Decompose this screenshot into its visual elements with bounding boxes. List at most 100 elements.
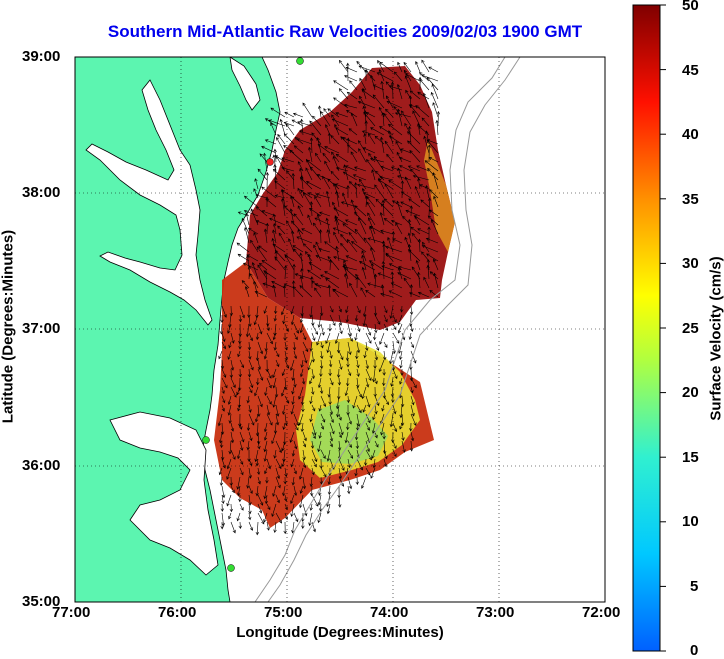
velocity-arrow [245,323,250,338]
velocity-arrow [248,413,255,426]
velocity-arrow [400,395,405,408]
velocity-arrow [338,359,343,370]
velocity-arrow [319,368,323,377]
velocity-arrow [384,140,394,154]
velocity-arrow [239,440,244,451]
velocity-arrow [251,262,259,280]
velocity-arrow [349,282,358,298]
velocity-arrow [343,75,358,82]
velocity-arrow [344,386,349,397]
velocity-arrow [274,250,286,262]
velocity-arrow [383,112,394,127]
velocity-arrow [435,119,439,136]
velocity-arrow [400,368,404,376]
velocity-arrow [335,112,349,118]
velocity-arrow [384,183,394,199]
velocity-arrow [291,172,295,190]
velocity-arrow [292,112,304,118]
velocity-arrow [257,476,261,485]
velocity-arrow [354,431,359,441]
velocity-arrow [264,341,268,352]
velocity-arrow [294,136,304,145]
velocity-arrow [346,239,358,253]
velocity-arrow [356,359,360,369]
velocity-arrow [290,230,295,244]
velocity-arrow [300,268,304,280]
velocity-arrow [272,213,277,226]
velocity-arrow [317,314,322,328]
velocity-arrow [265,222,269,235]
velocity-arrow [297,161,304,172]
velocity-arrow [227,395,232,405]
velocity-arrow [361,250,367,262]
velocity-arrow [382,431,386,440]
velocity-arrow [297,187,304,199]
x-tick-label: 77:00 [52,604,91,621]
velocity-arrow [374,135,385,145]
velocity-arrow [436,110,441,127]
velocity-arrow [392,440,397,450]
velocity-arrow [320,323,325,336]
velocity-arrow [305,181,322,190]
velocity-arrow [338,458,345,471]
velocity-arrow [302,503,308,517]
velocity-arrow [238,341,242,350]
velocity-arrow [246,254,259,262]
velocity-arrow [338,305,342,313]
velocity-arrow [257,264,268,280]
velocity-arrow [281,458,286,468]
velocity-arrow [356,458,363,471]
velocity-arrow [318,229,323,244]
velocity-arrow [263,449,268,462]
velocity-arrow [265,171,270,190]
velocity-arrow [386,153,394,163]
velocity-arrow [392,332,400,344]
velocity-arrow [275,350,280,358]
velocity-arrow [220,314,224,323]
y-tick-label: 38:00 [22,184,61,201]
velocity-arrow [336,404,340,418]
velocity-arrow [392,368,398,380]
velocity-arrow [372,84,385,91]
velocity-arrow [356,305,361,314]
velocity-arrow [359,77,367,91]
velocity-arrow [340,242,349,253]
velocity-arrow [346,62,350,82]
velocity-arrow [254,291,268,298]
velocity-arrow [314,283,331,289]
velocity-arrow [263,440,268,453]
velocity-arrow [298,413,304,426]
velocity-arrow [400,180,405,199]
velocity-arrow [363,111,376,127]
velocity-arrow [236,449,241,460]
velocity-arrow [347,323,352,337]
velocity-arrow [228,341,232,349]
velocity-arrow [311,458,317,468]
x-tick-label: 72:00 [582,604,621,621]
velocity-arrow [284,254,295,271]
velocity-arrow [286,170,295,181]
velocity-arrow [236,512,241,522]
velocity-arrow [348,231,358,244]
velocity-arrow [236,242,250,253]
velocity-arrow [387,123,403,136]
velocity-arrow [320,467,327,478]
velocity-arrow [290,494,295,505]
velocity-arrow [392,314,397,323]
velocity-arrow [244,226,250,244]
velocity-arrow [354,467,358,477]
velocity-arrow [299,494,304,509]
velocity-arrow [401,440,406,453]
velocity-arrow [380,292,394,298]
velocity-arrow [411,232,421,244]
velocity-arrow [344,431,349,444]
velocity-arrow [283,283,295,289]
velocity-arrow [410,431,415,442]
y-tick-label: 37:00 [22,320,61,337]
velocity-arrow [320,341,324,349]
velocity-arrow [307,146,313,163]
velocity-arrow [308,262,322,271]
velocity-arrow [404,176,412,190]
velocity-arrow [263,228,268,244]
velocity-arrow [311,132,322,145]
